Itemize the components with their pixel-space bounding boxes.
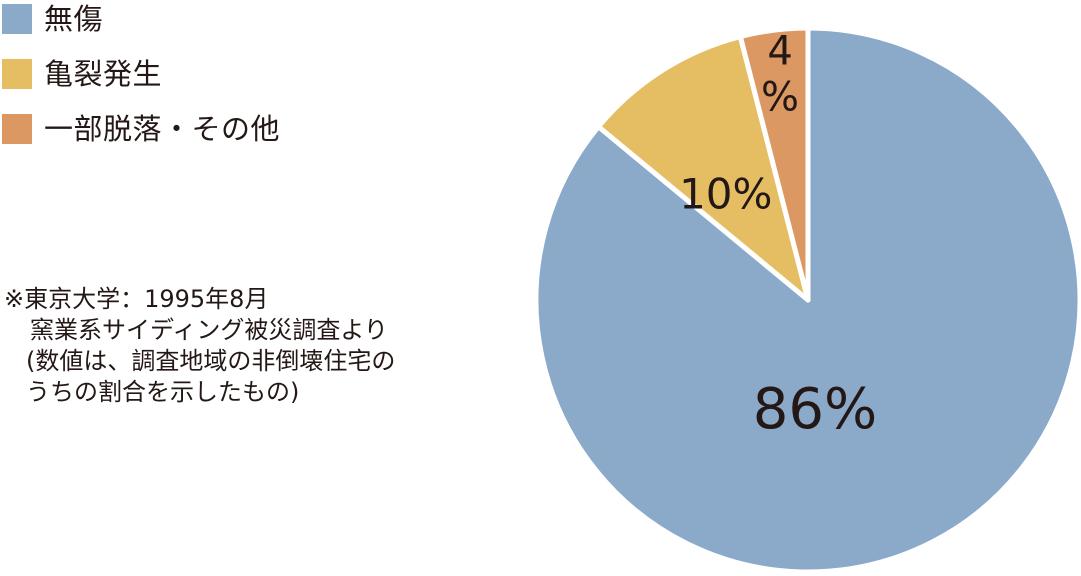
pie-label-partial-detachment: 4% (761, 29, 799, 121)
source-note: ※東京大学：1995年8月 窯業系サイディング被災調査より (数値は、調査地域の… (4, 284, 395, 408)
pie-slice-labels: 86% 10% 4% (679, 29, 877, 442)
pie-label-cracked: 10% (679, 169, 772, 218)
legend-label-partial-detachment: 一部脱落・その他 (44, 112, 281, 146)
source-note-line-1: ※東京大学：1995年8月 (4, 285, 269, 313)
legend-label-undamaged: 無傷 (44, 2, 104, 36)
legend-swatch-partial-detachment (2, 114, 32, 144)
legend-swatch-cracked (2, 59, 32, 89)
pie-slices (533, 25, 1081, 575)
source-note-line-3: (数値は、調査地域の非倒壊住宅の (26, 347, 396, 375)
legend-label-cracked: 亀裂発生 (44, 57, 163, 91)
pie-label-undamaged: 86% (753, 377, 877, 442)
source-note-line-4: うちの割合を示したもの) (26, 378, 300, 406)
source-note-line-2: 窯業系サイディング被災調査より (30, 316, 388, 344)
pie-slice-partial-detachment (737, 25, 811, 303)
legend-swatch-undamaged (2, 4, 32, 34)
